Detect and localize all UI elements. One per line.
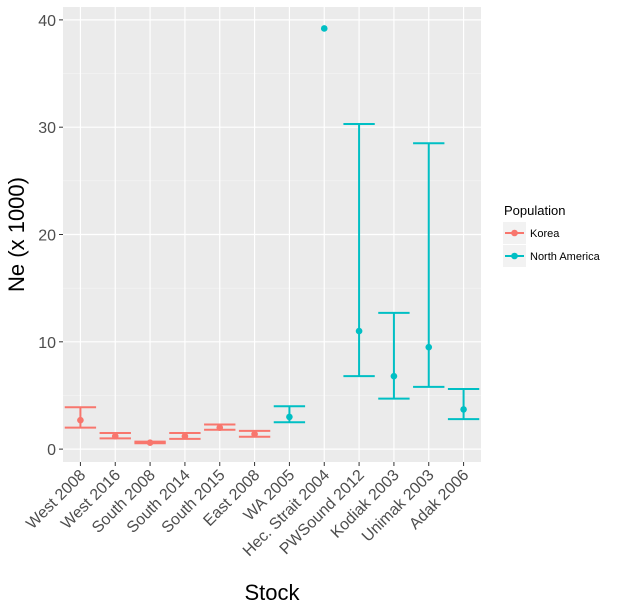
data-point bbox=[181, 432, 189, 440]
data-point bbox=[390, 372, 398, 380]
y-tick-label: 0 bbox=[47, 442, 56, 459]
data-point bbox=[146, 439, 154, 446]
legend-title: Population bbox=[504, 203, 565, 218]
data-marks bbox=[64, 25, 480, 446]
data-point bbox=[216, 424, 224, 431]
data-point bbox=[460, 406, 467, 413]
data-point bbox=[111, 432, 119, 440]
series-north-america bbox=[273, 25, 480, 424]
series-korea bbox=[64, 406, 271, 446]
data-point bbox=[425, 343, 433, 351]
data-point bbox=[251, 430, 258, 438]
x-axis-title: Stock bbox=[244, 580, 300, 605]
y-tick-label: 30 bbox=[38, 120, 56, 137]
legend-key-point bbox=[511, 229, 518, 237]
y-tick-label: 20 bbox=[38, 228, 56, 245]
data-point bbox=[320, 25, 328, 32]
data-point bbox=[77, 416, 84, 424]
data-point bbox=[355, 327, 363, 335]
y-axis-title: Ne (x 1000) bbox=[4, 177, 29, 292]
legend-label: North America bbox=[530, 251, 601, 263]
legend-key-point bbox=[511, 252, 518, 260]
data-point bbox=[286, 413, 293, 421]
y-tick-label: 10 bbox=[38, 335, 56, 352]
y-tick-label: 40 bbox=[38, 13, 56, 30]
legend: Population Korea North America bbox=[503, 203, 601, 267]
legend-label: Korea bbox=[530, 228, 560, 240]
